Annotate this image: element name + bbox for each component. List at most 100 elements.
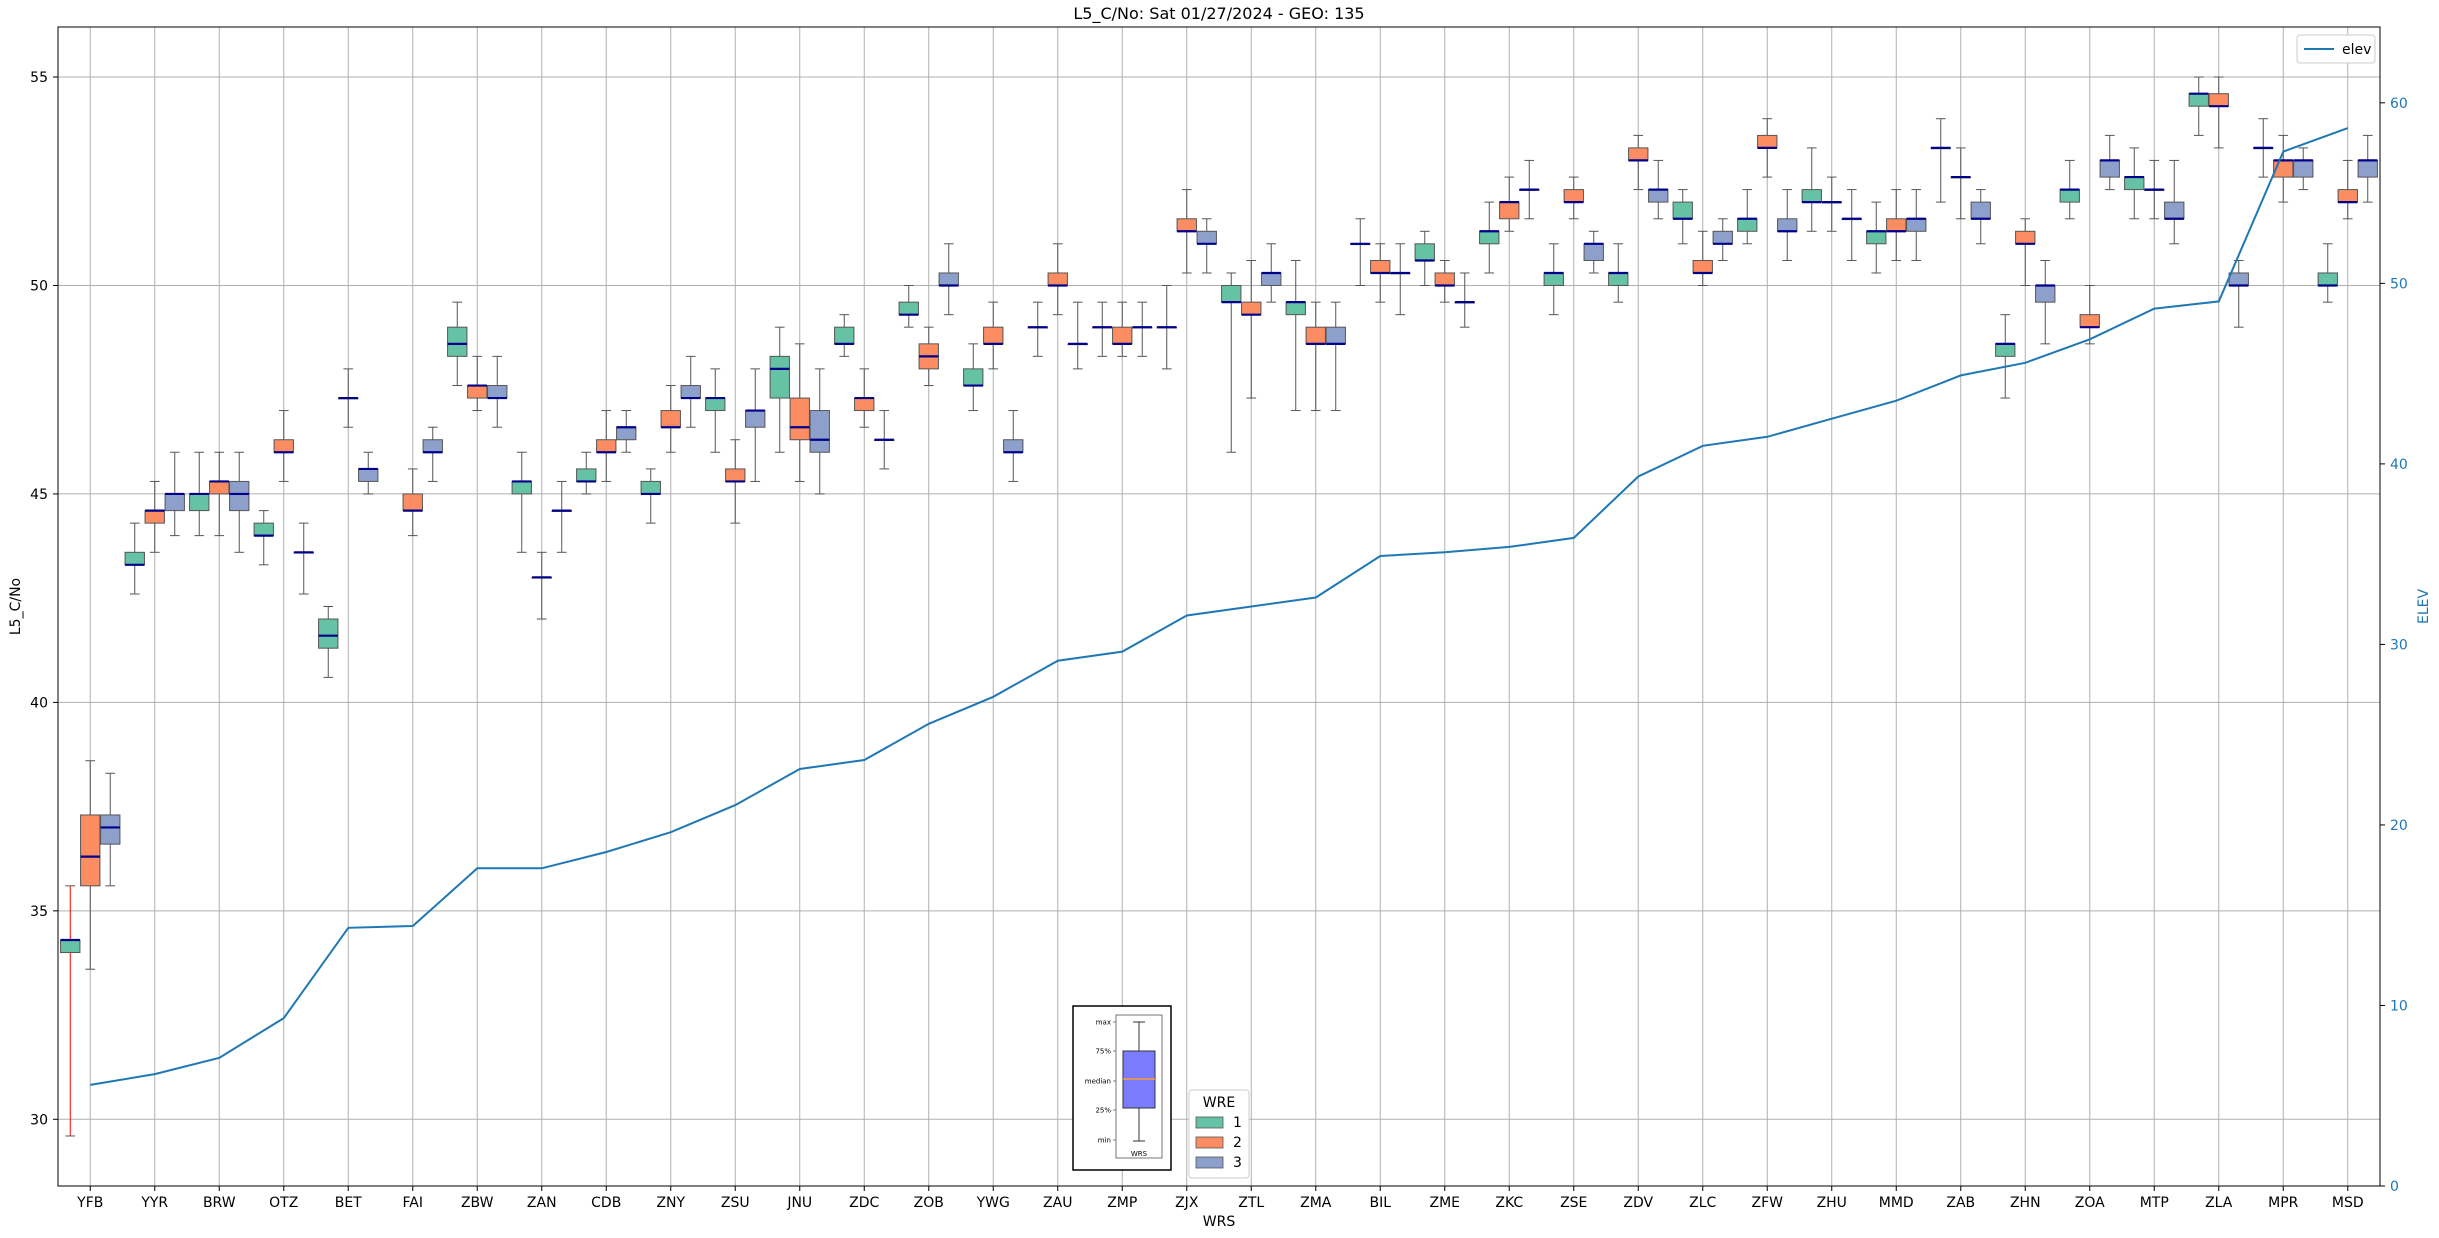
- iqr-box: [467, 385, 488, 399]
- iqr-box: [809, 410, 830, 453]
- x-tick-label-zfw: ZFW: [1752, 1195, 1784, 1211]
- box-jnu-wre-1: [769, 326, 790, 453]
- x-tick-label-zoa: ZOA: [2075, 1195, 2105, 1211]
- y-tick-label: 40: [30, 695, 48, 711]
- x-tick-label-zsu: ZSU: [721, 1195, 750, 1211]
- box-zkc-wre-1: [1479, 201, 1500, 274]
- plot-frame: [57, 26, 2381, 1187]
- x-tick-label-mtp: MTP: [2140, 1195, 2169, 1211]
- iqr-box: [2188, 93, 2209, 107]
- x-tick-label-zab: ZAB: [1946, 1195, 1975, 1211]
- box-zbw-wre-1: [447, 301, 468, 387]
- box-zny-wre-1: [640, 468, 661, 524]
- iqr-box: [1777, 218, 1798, 232]
- iqr-box: [596, 439, 617, 453]
- box-mpr-wre-1: [2253, 118, 2274, 178]
- iqr-box: [273, 439, 294, 453]
- box-zlc-wre-1: [1672, 189, 1693, 245]
- box-cdb-wre-3: [616, 410, 637, 453]
- box-jnu-wre-3: [809, 368, 830, 495]
- y2-tick-label: 60: [2390, 96, 2408, 112]
- x-tick-label-cdb: CDB: [591, 1195, 621, 1211]
- x-axis-label: WRS: [1203, 1214, 1236, 1230]
- box-zme-wre-2: [1434, 259, 1455, 303]
- y2-axis-label: ELEV: [2416, 589, 2432, 624]
- iqr-box: [318, 618, 339, 649]
- box-fai-wre-3: [422, 426, 443, 482]
- box-brw-wre-3: [229, 451, 250, 553]
- box-jnu-wre-2: [789, 343, 810, 482]
- box-zob-wre-1: [898, 284, 919, 328]
- box-otz-wre-2: [273, 410, 294, 482]
- y2-tick-label: 10: [2390, 998, 2408, 1014]
- y2-tick-label: 20: [2390, 818, 2408, 834]
- box-zhn-wre-1: [1995, 314, 2016, 399]
- iqr-box: [616, 426, 637, 441]
- box-zkc-wre-2: [1499, 176, 1520, 232]
- iqr-box: [1608, 272, 1629, 286]
- iqr-box: [1305, 326, 1326, 345]
- legend-wre-frame: [1188, 1089, 1250, 1179]
- legend-wre-swatch-1: [1195, 1116, 1224, 1129]
- box-zjx-wre-2: [1176, 189, 1197, 274]
- box-zse-wre-3: [1583, 230, 1604, 274]
- iqr-box: [189, 493, 210, 512]
- iqr-box: [2317, 272, 2338, 286]
- box-zab-wre-2: [1950, 147, 1971, 220]
- box-zoa-wre-3: [2099, 134, 2120, 191]
- x-tick-label-zma: ZMA: [1300, 1195, 1332, 1211]
- box-cdb-wre-2: [596, 410, 617, 482]
- iqr-box: [660, 410, 681, 428]
- x-tick-label-zhu: ZHU: [1817, 1195, 1847, 1211]
- box-zan-wre-2: [531, 551, 552, 620]
- iqr-box: [1628, 147, 1649, 161]
- box-mmd-wre-1: [1866, 201, 1887, 274]
- x-tick-label-brw: BRW: [203, 1195, 236, 1211]
- box-zbw-wre-3: [487, 355, 508, 428]
- box-ztl-wre-3: [1261, 243, 1282, 303]
- iqr-box: [1434, 272, 1455, 286]
- box-ywg-wre-1: [963, 343, 984, 412]
- box-bet-wre-1: [318, 606, 339, 678]
- iqr-box: [80, 814, 101, 887]
- elev-line: [90, 127, 2349, 1086]
- iqr-box: [1003, 439, 1024, 453]
- x-tick-label-yfb: YFB: [76, 1195, 103, 1211]
- box-zmp-wre-2: [1112, 301, 1133, 357]
- y2-tick-label: 40: [2390, 457, 2408, 473]
- iqr-box: [229, 480, 250, 512]
- box-zjx-wre-1: [1156, 284, 1177, 370]
- x-tick-label-bil: BIL: [1369, 1195, 1391, 1211]
- key-label-max: max: [1096, 1019, 1111, 1027]
- iqr-box: [938, 272, 959, 286]
- box-zau-wre-3: [1067, 301, 1088, 370]
- box-msd-wre-1: [2317, 243, 2338, 303]
- x-tick-label-zkc: ZKC: [1495, 1195, 1523, 1211]
- iqr-box: [983, 326, 1004, 345]
- x-tick-label-jnu: JNU: [786, 1195, 812, 1211]
- iqr-box: [1479, 230, 1500, 245]
- iqr-box: [447, 326, 468, 357]
- elev-line-layer: [90, 127, 2349, 1086]
- box-zlc-wre-2: [1692, 230, 1713, 286]
- box-zny-wre-2: [660, 385, 681, 453]
- iqr-box: [1543, 272, 1564, 286]
- box-zhu-wre-2: [1821, 176, 1842, 232]
- iqr-box: [422, 439, 443, 453]
- iqr-box: [1757, 134, 1778, 149]
- box-zsu-wre-2: [725, 439, 746, 524]
- box-key-inset: max 75% median 25% min WRS: [1072, 1005, 1172, 1171]
- x-tick-label-mmd: MMD: [1879, 1195, 1914, 1211]
- box-zlc-wre-3: [1712, 218, 1733, 261]
- legend-wre-swatch-2: [1195, 1136, 1224, 1149]
- iqr-box: [705, 397, 726, 412]
- x-tick-label-zhn: ZHN: [2010, 1195, 2041, 1211]
- iqr-box: [2099, 159, 2120, 178]
- legend-wre-title: WRE: [1203, 1095, 1235, 1111]
- box-zkc-wre-3: [1519, 159, 1540, 220]
- iqr-box: [2079, 314, 2100, 328]
- box-brw-wre-1: [189, 451, 210, 537]
- iqr-box: [1241, 301, 1262, 316]
- iqr-box: [2059, 189, 2080, 203]
- box-mtp-wre-2: [2144, 159, 2165, 220]
